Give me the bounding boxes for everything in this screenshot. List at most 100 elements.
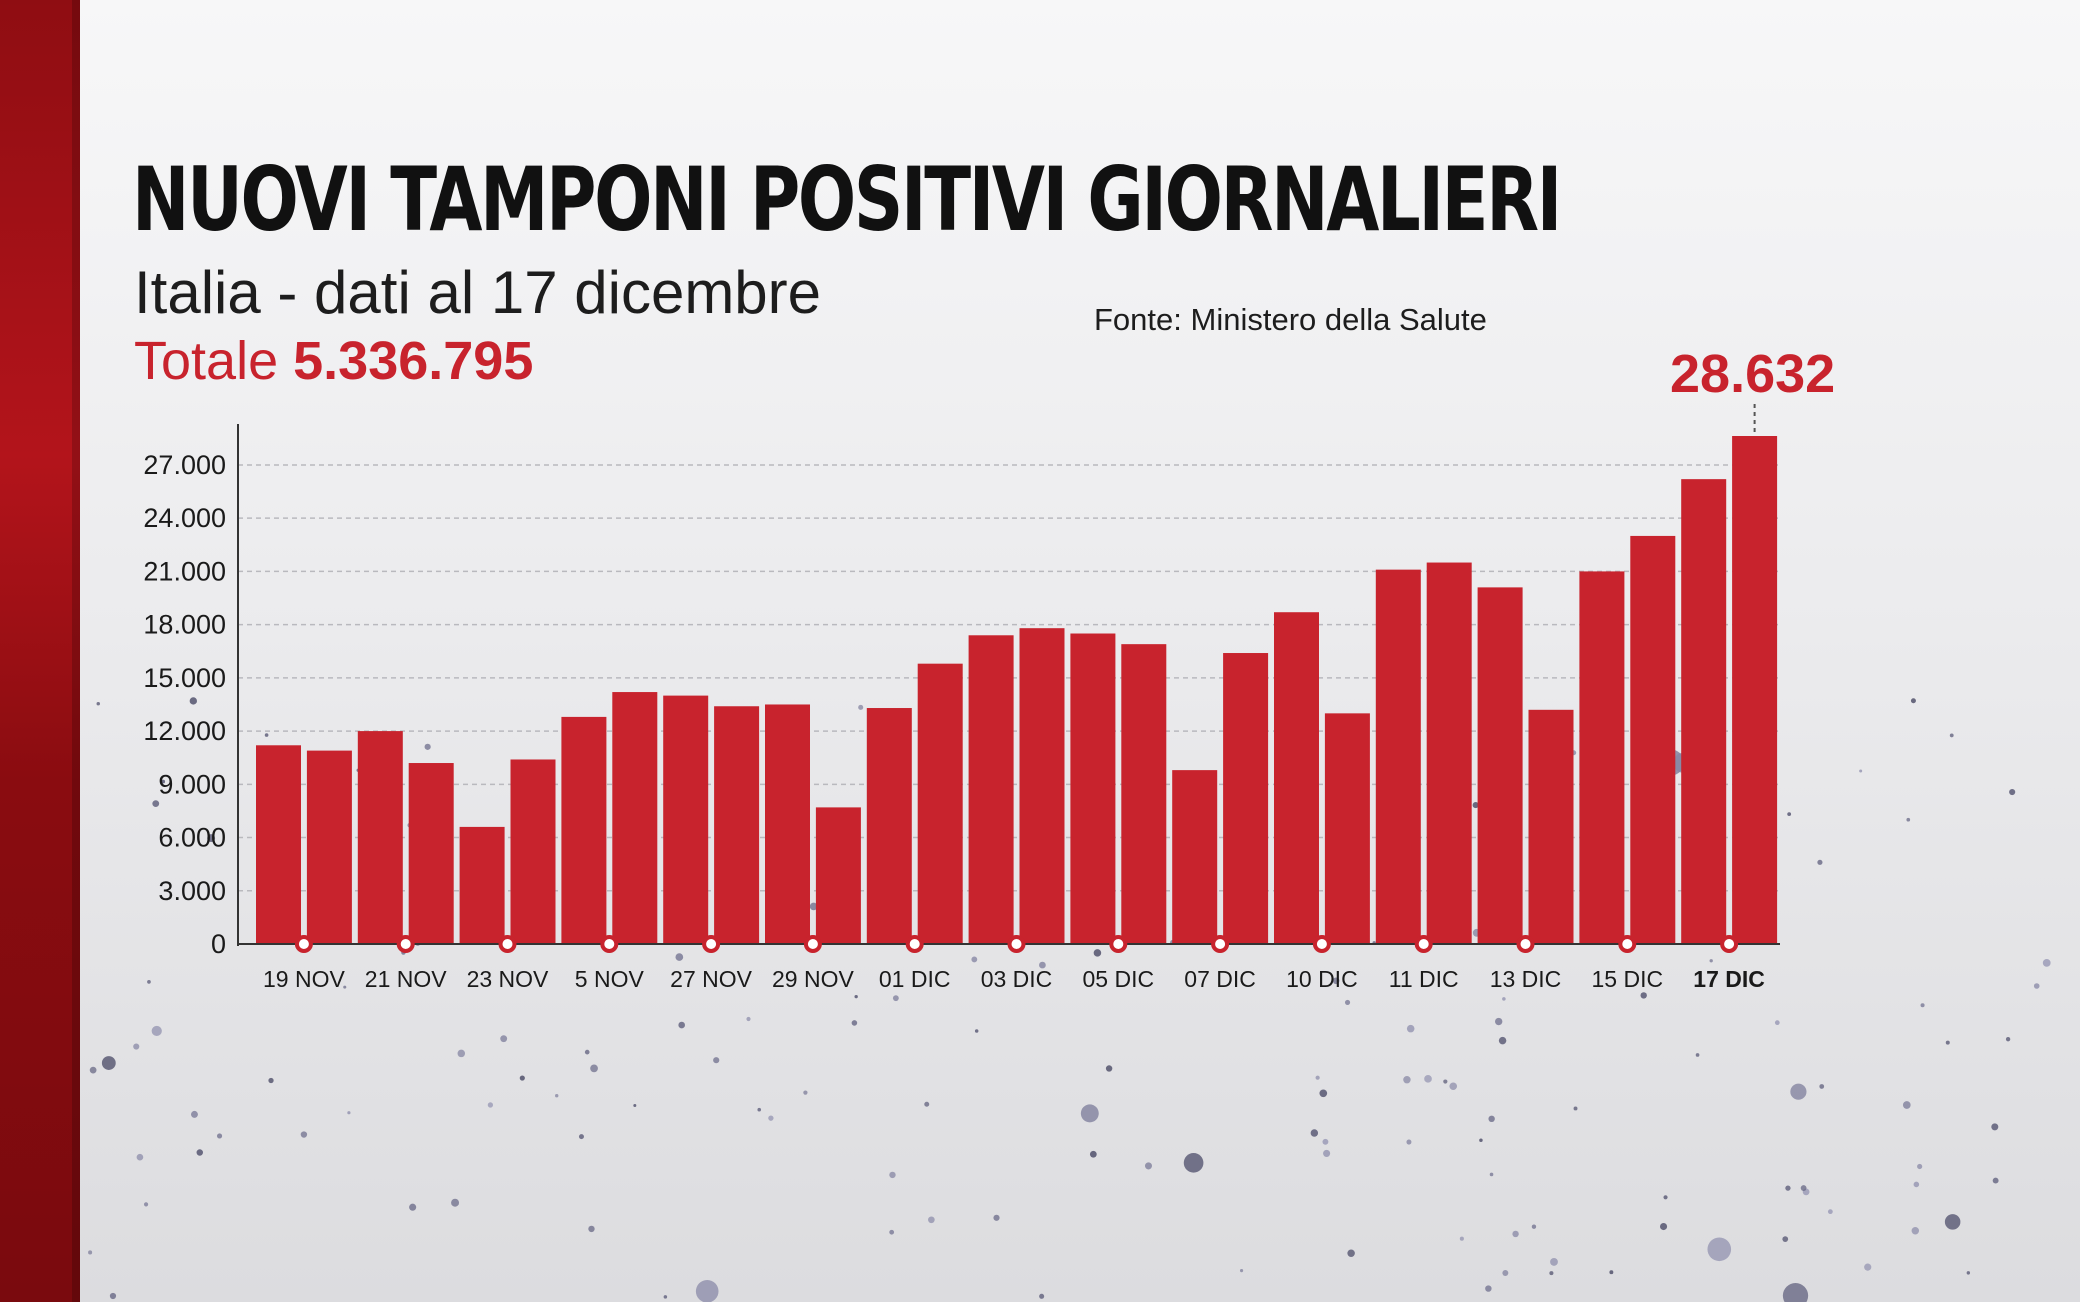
bar <box>1070 633 1116 944</box>
x-tick-marker <box>498 935 517 953</box>
decor-dot <box>1827 1209 1833 1215</box>
decor-dot <box>2005 1037 2011 1042</box>
decor-dot <box>1512 1230 1519 1238</box>
decor-dot <box>2033 983 2040 989</box>
decor-dot <box>1315 1075 1320 1080</box>
decor-dot <box>993 1214 1000 1221</box>
decor-dot <box>1913 1181 1920 1188</box>
decor-dot <box>500 1035 508 1043</box>
decor-dot <box>746 1016 751 1022</box>
decor-dot <box>768 1115 774 1121</box>
decor-dot <box>1183 1153 1204 1173</box>
decor-dot <box>109 1292 117 1300</box>
decor-dot <box>588 1225 595 1233</box>
bar <box>1375 569 1421 944</box>
decor-dot <box>1774 1020 1780 1026</box>
y-tick-label: 0 <box>211 929 226 959</box>
decor-dot <box>409 1203 417 1211</box>
decor-dot <box>851 1020 858 1026</box>
bar <box>1426 562 1472 944</box>
decor-dot <box>1472 802 1479 809</box>
decor-dot <box>1489 1172 1494 1177</box>
decor-dot <box>803 1090 808 1095</box>
decor-dot <box>161 779 166 784</box>
decor-dot <box>457 1049 466 1058</box>
y-tick-label: 24.000 <box>143 503 226 533</box>
decor-dot <box>151 1025 162 1037</box>
decor-dot <box>1817 859 1823 865</box>
decor-dot <box>1322 1138 1329 1145</box>
data-source-note: Fonte: Ministero della Salute <box>1094 302 1487 337</box>
bar <box>866 708 912 944</box>
decor-dot <box>1323 1149 1331 1157</box>
decor-dot <box>1910 698 1916 704</box>
decor-dot <box>928 1216 935 1224</box>
x-tick-marker <box>803 935 822 953</box>
decor-dot <box>590 1064 598 1073</box>
bar <box>1630 535 1676 944</box>
decor-dot <box>1105 1065 1113 1072</box>
decor-dot <box>519 1075 525 1081</box>
decor-dot <box>1695 1053 1700 1057</box>
decor-dot <box>1911 1227 1920 1235</box>
x-tick-label: 07 DIC <box>1184 966 1256 992</box>
left-accent-stripe <box>0 0 80 1302</box>
x-tick-label: 29 NOV <box>772 966 854 992</box>
y-tick-label: 27.000 <box>143 450 226 480</box>
highlight-value-label: 28.632 <box>1670 344 1835 404</box>
decor-dot <box>1449 1082 1458 1091</box>
decor-dot <box>190 1110 198 1118</box>
bar <box>765 704 810 944</box>
decor-dot <box>1488 1115 1495 1123</box>
x-tick-label: 13 DIC <box>1490 966 1562 992</box>
decor-dot <box>196 1149 204 1156</box>
decor-dot <box>1707 1237 1732 1262</box>
bar <box>612 692 658 944</box>
decor-dot <box>1093 949 1102 957</box>
x-tick-marker <box>1618 935 1637 953</box>
decor-dot <box>1406 1139 1412 1145</box>
x-tick-marker <box>1312 935 1331 953</box>
y-tick-label: 18.000 <box>143 610 226 640</box>
decor-dot <box>1859 769 1863 773</box>
x-tick-label: 17 DIC <box>1693 966 1765 992</box>
bar <box>1528 709 1574 944</box>
x-tick-marker <box>294 935 313 953</box>
decor-dot <box>1785 1185 1791 1191</box>
decor-dot <box>1347 1249 1355 1258</box>
decor-dot <box>1498 1036 1507 1045</box>
decor-dot <box>1782 1282 1809 1302</box>
decor-dot <box>695 1279 719 1302</box>
bar <box>1732 436 1778 944</box>
decor-dot <box>1502 1270 1509 1277</box>
bar <box>357 731 403 944</box>
decor-dot <box>578 1134 584 1140</box>
decor-dot <box>889 1171 896 1179</box>
bar <box>1121 644 1167 944</box>
y-tick-label: 15.000 <box>143 663 226 693</box>
x-tick-marker <box>702 935 721 953</box>
x-tick-label: 21 NOV <box>365 966 447 992</box>
chart-subtitle: Italia - dati al 17 dicembre <box>134 259 822 326</box>
decor-dot <box>2009 788 2016 796</box>
decor-dot <box>1663 1195 1668 1200</box>
decor-dot <box>1790 1083 1807 1100</box>
bar <box>815 807 861 944</box>
bar <box>459 826 505 944</box>
decor-dot <box>1573 1106 1578 1111</box>
decor-dot <box>633 1103 637 1107</box>
x-tick-label: 27 NOV <box>670 966 752 992</box>
decor-dot <box>889 1229 895 1235</box>
decor-dot <box>216 1133 223 1139</box>
decor-dot <box>1659 1222 1668 1231</box>
total-value: 5.336.795 <box>293 331 534 391</box>
x-tick-label: 10 DIC <box>1286 966 1358 992</box>
bar <box>917 663 963 944</box>
decor-dot <box>1319 1089 1328 1098</box>
y-tick-label: 6.000 <box>158 823 226 853</box>
decor-dot <box>1920 1003 1925 1008</box>
decor-dot <box>300 1131 308 1138</box>
decor-dot <box>1640 992 1647 999</box>
decor-dot <box>1819 1084 1825 1089</box>
x-tick-marker <box>1211 935 1230 953</box>
